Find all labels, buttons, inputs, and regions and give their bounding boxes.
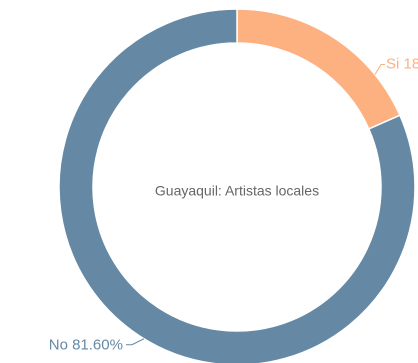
slice-labels: Si 18.40% No 81.60% <box>49 56 418 354</box>
donut-slices <box>58 8 416 363</box>
slice-label-no: No 81.60% <box>49 337 123 354</box>
leader-line-no <box>125 338 145 346</box>
leader-lines <box>125 64 385 346</box>
slice-si[interactable] <box>236 8 401 130</box>
slice-label-si: Si 18.40% <box>386 56 418 73</box>
leader-line-si <box>374 64 385 75</box>
slice-no[interactable] <box>58 8 416 363</box>
center-label: Guayaquil: Artistas locales <box>155 183 319 199</box>
